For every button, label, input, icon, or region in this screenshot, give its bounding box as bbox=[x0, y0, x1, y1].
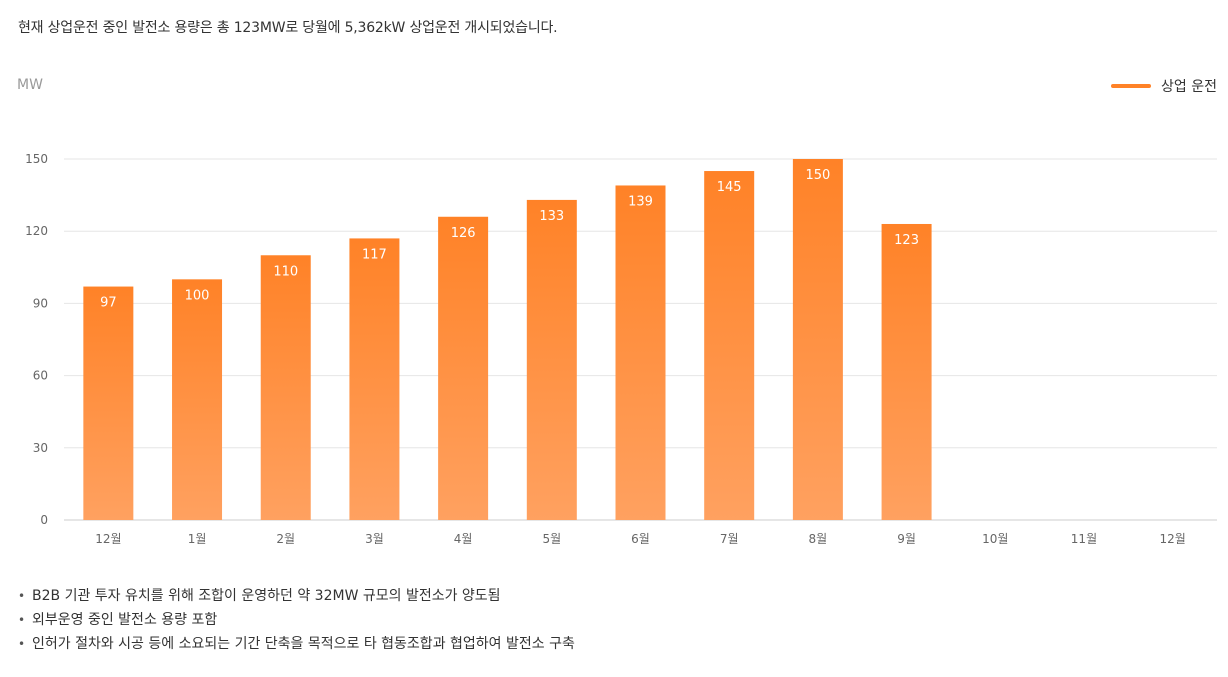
x-tick-label: 5월 bbox=[542, 532, 561, 546]
y-axis-unit-label: MW bbox=[17, 77, 43, 93]
labels: 0 30 60 90 120 150 12월 97 1월 100 2월 110 3월 117 4월 126 5월… bbox=[25, 152, 1186, 546]
bar[interactable] bbox=[704, 171, 755, 521]
bar-value-label: 97 bbox=[100, 296, 117, 311]
legend-label: 상업 운전 bbox=[1161, 79, 1217, 95]
x-tick-label: 11월 bbox=[1071, 532, 1097, 546]
y-tick-label: 30 bbox=[33, 441, 48, 455]
bullet: • bbox=[18, 637, 26, 651]
x-tick-label: 1월 bbox=[188, 532, 207, 546]
x-tick-label: 9월 bbox=[897, 532, 916, 546]
footnote-text: 인허가 절차와 시공 등에 소요되는 기간 단축을 목적으로 타 협동조합과 협… bbox=[32, 636, 575, 652]
bar[interactable] bbox=[260, 255, 311, 520]
footnote-item: • B2B 기관 투자 유치를 위해 조합이 운영하던 약 32MW 규모의 발전… bbox=[18, 584, 575, 608]
legend-swatch bbox=[1111, 84, 1152, 88]
bullet: • bbox=[18, 613, 26, 627]
bar-value-label: 110 bbox=[273, 264, 298, 279]
footnote-text: 외부운영 중인 발전소 용량 포함 bbox=[32, 612, 218, 628]
bar-value-label: 139 bbox=[628, 194, 653, 209]
y-tick-label: 0 bbox=[40, 513, 48, 527]
bar-value-label: 145 bbox=[717, 180, 742, 195]
y-tick-label: 120 bbox=[25, 224, 48, 238]
x-tick-label: 6월 bbox=[631, 532, 650, 546]
x-tick-label: 12월 bbox=[95, 532, 121, 546]
y-tick-label: 150 bbox=[25, 152, 48, 166]
bar[interactable] bbox=[83, 286, 134, 520]
bar[interactable] bbox=[881, 223, 932, 521]
footnote-item: • 외부운영 중인 발전소 용량 포함 bbox=[18, 608, 575, 632]
y-tick-label: 60 bbox=[33, 369, 48, 383]
x-tick-label: 8월 bbox=[809, 532, 828, 546]
bar[interactable] bbox=[526, 199, 577, 520]
x-tick-label: 7월 bbox=[720, 532, 739, 546]
bar-value-label: 117 bbox=[362, 247, 387, 262]
bar-value-label: 133 bbox=[539, 209, 564, 224]
x-tick-label: 4월 bbox=[454, 532, 473, 546]
chart-legend: 상업 운전 bbox=[1111, 76, 1217, 96]
x-tick-label: 2월 bbox=[276, 532, 295, 546]
footnote-text: B2B 기관 투자 유치를 위해 조합이 운영하던 약 32MW 규모의 발전소… bbox=[32, 588, 501, 604]
bar[interactable] bbox=[172, 279, 223, 520]
footnote-item: • 인허가 절차와 시공 등에 소요되는 기간 단축을 목적으로 타 협동조합과 … bbox=[18, 632, 575, 656]
footnotes: • B2B 기관 투자 유치를 위해 조합이 운영하던 약 32MW 규모의 발전… bbox=[18, 584, 575, 656]
bullet: • bbox=[18, 589, 26, 603]
bar-value-label: 150 bbox=[805, 168, 830, 183]
bar[interactable] bbox=[438, 216, 489, 520]
bar-chart: 0 30 60 90 120 150 12월 97 1월 100 2월 110 3월 117 4월 126 5월… bbox=[25, 152, 1217, 546]
bar-value-label: 126 bbox=[451, 226, 476, 241]
summary-text: 현재 상업운전 중인 발전소 용량은 총 123MW로 당월에 5,362kW … bbox=[18, 20, 558, 36]
x-tick-label: 12월 bbox=[1159, 532, 1185, 546]
x-tick-label: 3월 bbox=[365, 532, 384, 546]
bar[interactable] bbox=[792, 159, 843, 520]
bar[interactable] bbox=[615, 185, 666, 520]
bar[interactable] bbox=[349, 238, 400, 521]
x-tick-label: 10월 bbox=[982, 532, 1008, 546]
y-tick-label: 90 bbox=[33, 296, 48, 310]
bars bbox=[83, 159, 932, 521]
bar-value-label: 100 bbox=[185, 288, 210, 303]
bar-value-label: 123 bbox=[894, 233, 919, 248]
